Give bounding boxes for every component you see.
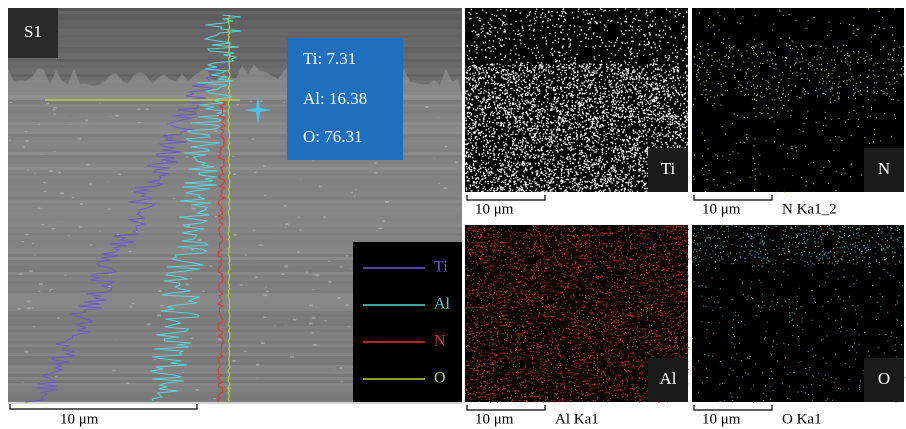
texture-band xyxy=(8,11,462,14)
texture-band xyxy=(8,212,462,215)
texture-band xyxy=(8,176,462,179)
map-label: O xyxy=(878,369,890,388)
legend-label: O xyxy=(434,370,446,387)
map-caption: N Ka1_2 xyxy=(782,201,837,217)
texture-band xyxy=(8,215,462,218)
page: {"sem":{"label":"S1","scale_bar":"10 μm"… xyxy=(0,0,906,429)
texture-band xyxy=(8,224,462,227)
composition: Ti: 7.31 xyxy=(303,49,356,68)
texture-band xyxy=(8,32,462,35)
scale-bar-label: 10 μm xyxy=(702,201,741,217)
texture-band xyxy=(8,200,462,203)
map-caption: Al Ka1 xyxy=(555,411,599,427)
scale-bar xyxy=(694,405,772,410)
texture-band xyxy=(8,194,462,197)
texture-band xyxy=(8,191,462,194)
texture-band xyxy=(8,35,462,38)
sem-label: S1 xyxy=(24,22,42,41)
scale-bar xyxy=(467,195,545,200)
texture-band xyxy=(8,170,462,173)
texture-band xyxy=(8,185,462,188)
texture-band xyxy=(8,203,462,206)
texture-band xyxy=(8,179,462,182)
texture-band xyxy=(8,227,462,230)
legend-label: Ti xyxy=(434,259,448,276)
texture-band xyxy=(8,20,462,23)
map-label: Al xyxy=(660,369,677,388)
texture-band xyxy=(8,26,462,29)
eds-maps: Ti 10 μm N 10 μm N Ka1_2 Al 10 μm Al Ka1 O 10 μm O… xyxy=(465,8,905,427)
texture-band xyxy=(8,8,462,11)
legend-label: N xyxy=(434,333,446,350)
scale-bars: 10 μm xyxy=(10,404,197,427)
map-label: N xyxy=(878,159,890,178)
texture-band xyxy=(8,239,462,242)
map-caption: O Ka1 xyxy=(782,411,822,427)
texture-band xyxy=(8,218,462,221)
composition: O: 76.31 xyxy=(303,127,363,146)
texture-band xyxy=(8,221,462,224)
texture-band xyxy=(8,197,462,200)
scale-bar-label: 10 μm xyxy=(475,201,514,217)
scale-bar-label: 10 μm xyxy=(475,411,514,427)
texture-band xyxy=(8,182,462,185)
texture-band xyxy=(8,188,462,191)
scale-bar xyxy=(694,195,772,200)
scale-bar-label: 10 μm xyxy=(60,411,99,427)
scale-bar xyxy=(10,404,197,409)
composition: Al: 16.38 xyxy=(303,89,367,108)
legend-label: Al xyxy=(434,296,451,313)
texture-band xyxy=(8,167,462,170)
texture-band xyxy=(8,206,462,209)
scale-bar xyxy=(467,405,545,410)
texture-band xyxy=(8,236,462,239)
texture-band xyxy=(8,23,462,26)
texture-band xyxy=(8,164,462,167)
texture-band xyxy=(8,230,462,233)
map-label: Ti xyxy=(661,159,676,178)
scale-bar-label: 10 μm xyxy=(702,411,741,427)
texture-band xyxy=(8,209,462,212)
figure: S1 Ti: 7.31 Al: 16.38 O: 76.31 Ti Al N O Ti… xyxy=(0,0,906,429)
texture-band xyxy=(8,161,462,164)
